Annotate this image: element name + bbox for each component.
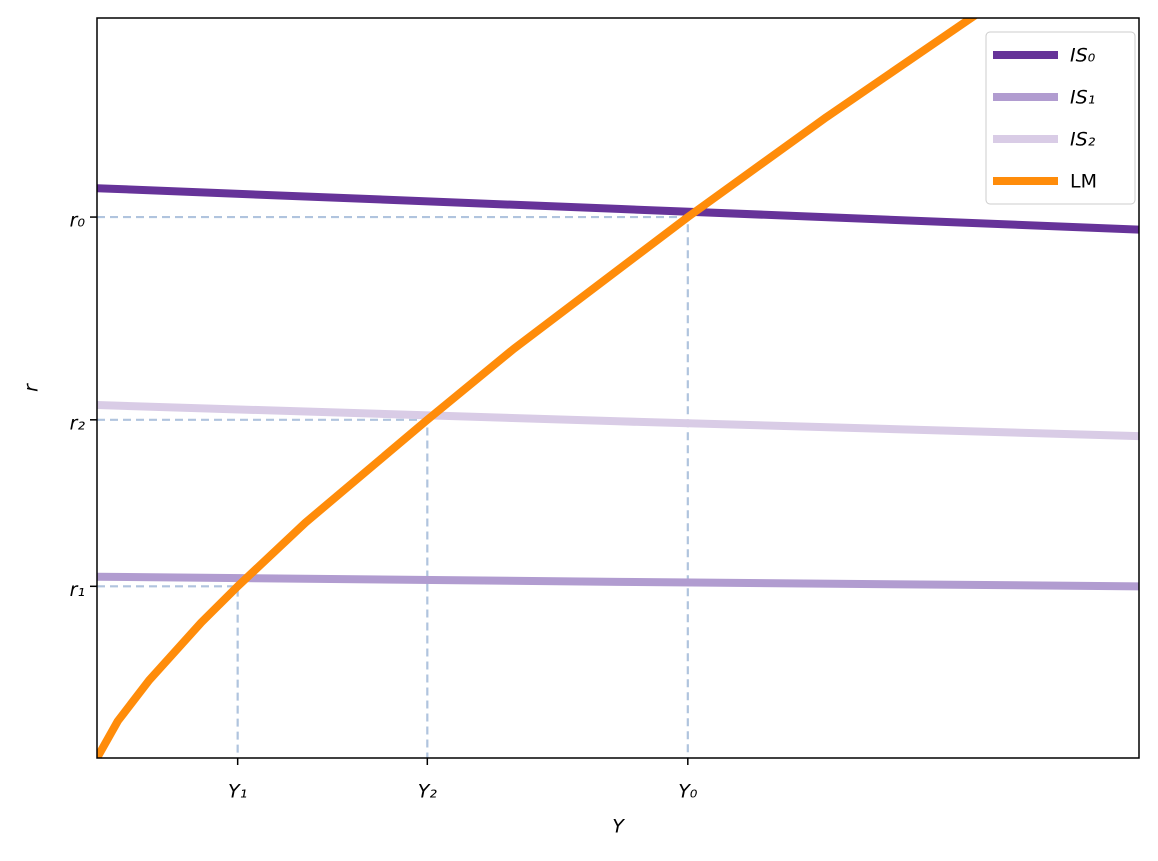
legend-label: IS₀ [1070, 45, 1096, 67]
y-tick-label: r₂ [70, 412, 86, 434]
x-tick-label: Y₁ [228, 781, 247, 803]
legend-label: IS₁ [1070, 87, 1095, 109]
guide-line [97, 585, 239, 758]
legend-label: IS₂ [1070, 129, 1096, 151]
y-tick-label: r₀ [70, 210, 86, 232]
x-tick-label: Y₀ [678, 781, 698, 803]
x-tick-label: Y₂ [418, 781, 438, 803]
series-line [97, 401, 1139, 441]
series-line [97, 184, 1139, 234]
plot-frame [96, 17, 1140, 759]
y-tick-label: r₁ [70, 579, 85, 601]
legend-box [985, 31, 1136, 205]
guide-line [97, 215, 689, 758]
plot-area [97, 18, 1139, 758]
legend-label: LM [1070, 171, 1097, 193]
guide-line [97, 418, 429, 758]
series-line [97, 572, 1139, 591]
series-line [97, 18, 978, 758]
y-axis-label: r [21, 383, 43, 392]
x-axis-label: Y [612, 816, 625, 838]
